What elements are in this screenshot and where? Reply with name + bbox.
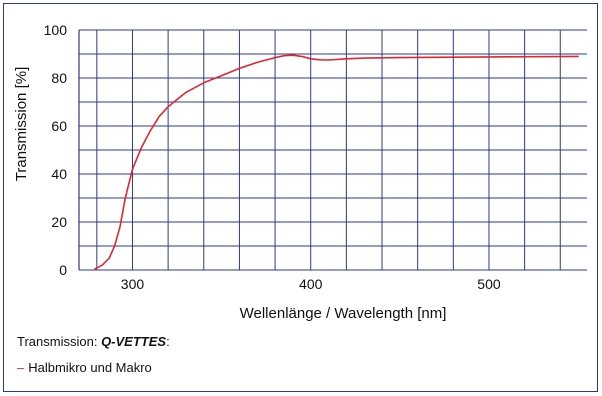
horizontal-grid bbox=[79, 29, 587, 271]
y-tick-label: 80 bbox=[51, 70, 67, 86]
legend-product: Q-VETTES bbox=[101, 334, 167, 349]
series-line bbox=[94, 54, 579, 270]
legend-item: – Halbmikro und Makro bbox=[17, 360, 152, 375]
y-tick-label: 100 bbox=[44, 22, 68, 38]
legend-dash: – bbox=[17, 360, 25, 375]
y-tick-label: 20 bbox=[51, 214, 67, 230]
x-axis-label: Wellenlänge / Wavelength [nm] bbox=[240, 305, 447, 322]
x-tick-label: 400 bbox=[299, 276, 323, 292]
legend-heading-text: Transmission: bbox=[17, 334, 98, 349]
legend-heading: Transmission: Q-VETTES: bbox=[17, 334, 170, 349]
legend-series-label: Halbmikro und Makro bbox=[28, 360, 152, 375]
legend-colon: : bbox=[166, 334, 170, 349]
x-tick-label: 500 bbox=[477, 276, 501, 292]
y-tick-labels: 0 20 40 60 80 100 bbox=[44, 22, 68, 278]
y-tick-label: 0 bbox=[59, 262, 67, 278]
series-lines bbox=[94, 54, 579, 270]
y-tick-label: 60 bbox=[51, 118, 67, 134]
y-axis-label: Transmission [%] bbox=[13, 67, 30, 181]
x-tick-label: 300 bbox=[121, 276, 145, 292]
x-tick-labels: 300 400 500 bbox=[121, 276, 501, 292]
y-tick-label: 40 bbox=[51, 166, 67, 182]
